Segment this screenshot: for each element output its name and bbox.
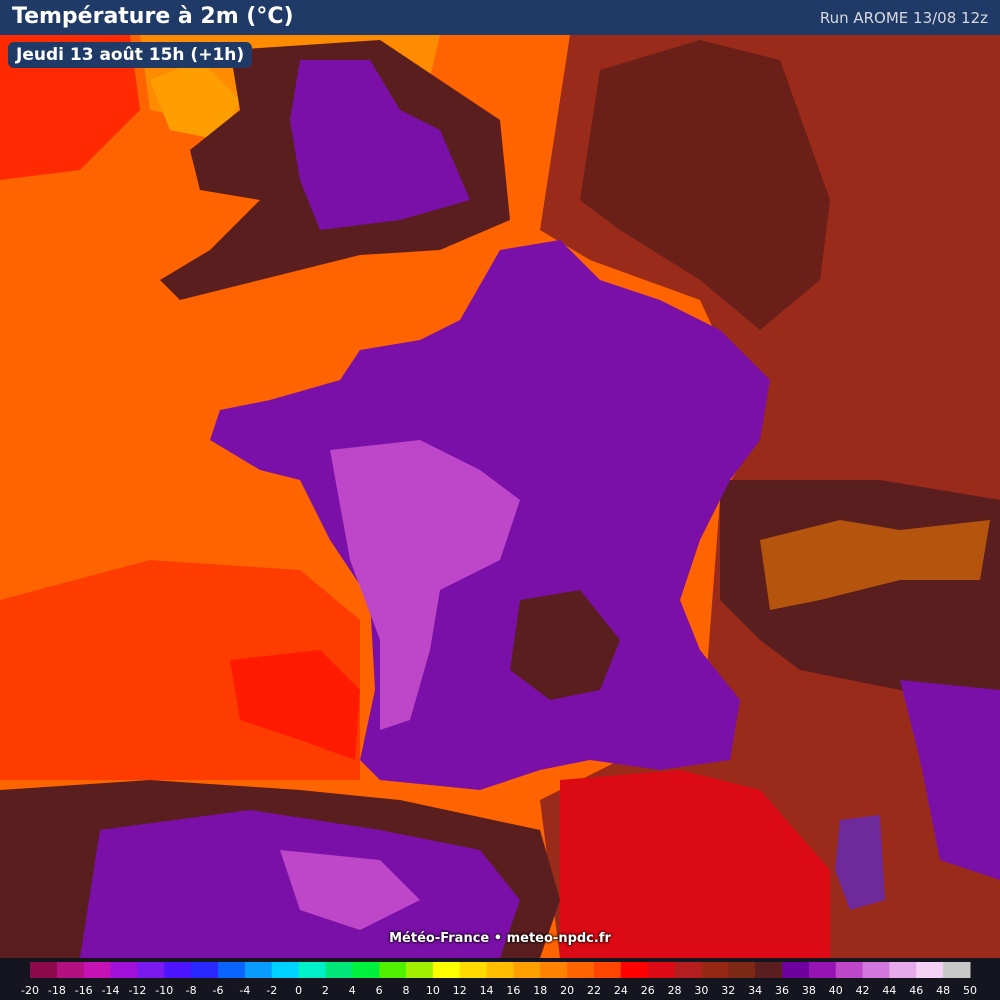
scale-label: -16: [75, 984, 93, 997]
color-swatch: [137, 962, 165, 978]
scale-label: 44: [882, 984, 896, 997]
color-swatch: [191, 962, 219, 978]
color-scale: -20 -18 -16 -14 -12 -10 -8 -6 -4 -2 0 2 4 6 8 10 12 14 16 1…: [21, 962, 977, 997]
color-swatch: [406, 962, 434, 978]
scale-label: -20: [21, 984, 39, 997]
color-swatch: [782, 962, 810, 978]
scale-label: -10: [155, 984, 173, 997]
scale-label: 14: [480, 984, 494, 997]
scale-label: 16: [506, 984, 520, 997]
color-swatch: [325, 962, 353, 978]
scale-label: 4: [349, 984, 356, 997]
color-swatch: [218, 962, 246, 978]
scale-label: 12: [453, 984, 467, 997]
color-swatch: [943, 962, 971, 978]
sea-warm: [150, 60, 240, 140]
britain-hot: [290, 60, 470, 230]
credit: Météo-France • meteo-npdc.fr: [389, 931, 611, 946]
scale-label: 0: [295, 984, 302, 997]
date-label: Jeudi 13 août 15h (+1h): [8, 42, 253, 68]
color-swatch: [110, 962, 138, 978]
color-swatch: [540, 962, 568, 978]
scale-label: -14: [102, 984, 120, 997]
color-swatch: [808, 962, 837, 978]
alps-peaks: [760, 520, 990, 610]
color-swatch: [674, 962, 702, 978]
scale-label: -2: [266, 984, 277, 997]
scale-label: 18: [533, 984, 547, 997]
color-swatch: [755, 962, 783, 978]
color-swatch: [513, 962, 541, 978]
sea-hot: [0, 35, 140, 180]
color-swatch: [728, 962, 756, 978]
color-swatch: [352, 962, 380, 978]
scale-label: 8: [403, 984, 410, 997]
iberia-hottest: [280, 850, 420, 930]
scale-label: 42: [856, 984, 870, 997]
scale-label: -18: [48, 984, 66, 997]
scale-label: 10: [426, 984, 440, 997]
scale-label: -6: [213, 984, 224, 997]
scale-label: 6: [376, 984, 383, 997]
color-swatch: [459, 962, 488, 978]
sea-hot: [230, 650, 360, 760]
scale-label: 48: [936, 984, 950, 997]
scale-label: 40: [829, 984, 843, 997]
color-swatch: [889, 962, 917, 978]
color-swatch: [164, 962, 192, 978]
scale-label: 28: [668, 984, 682, 997]
color-swatch: [916, 962, 944, 978]
color-swatch: [379, 962, 407, 978]
color-swatch: [567, 962, 595, 978]
scale-label: 36: [775, 984, 789, 997]
scale-label: -4: [239, 984, 250, 997]
legend-bar: -20 -18 -16 -14 -12 -10 -8 -6 -4 -2 0 2 4 6 8 10 12 14 16 1…: [0, 958, 1000, 1000]
color-swatch: [647, 962, 676, 978]
color-swatch: [620, 962, 649, 978]
scale-label: 50: [963, 984, 977, 997]
italy: [900, 680, 1000, 880]
color-swatch: [862, 962, 890, 978]
color-swatch: [298, 962, 326, 978]
color-swatch: [835, 962, 864, 978]
scale-label: 30: [694, 984, 708, 997]
color-swatch: [30, 962, 58, 978]
color-swatch: [701, 962, 729, 978]
color-swatch: [432, 962, 461, 978]
color-swatch: [83, 962, 112, 978]
scale-label: 46: [909, 984, 923, 997]
color-swatch: [56, 962, 85, 978]
scale-label: 34: [748, 984, 762, 997]
temperature-map: [0, 0, 1000, 958]
color-swatch: [486, 962, 514, 978]
header-bar: [0, 0, 1000, 35]
sea-med: [560, 770, 830, 958]
color-swatch: [594, 962, 622, 978]
france-hottest: [330, 440, 520, 730]
map-title: Température à 2m (°C): [12, 4, 294, 29]
scale-label: 24: [614, 984, 628, 997]
scale-label: 26: [641, 984, 655, 997]
land-dark: [580, 40, 830, 330]
scale-label: 22: [587, 984, 601, 997]
corsica: [835, 815, 885, 910]
scale-label: 20: [560, 984, 574, 997]
scale-label: 2: [322, 984, 329, 997]
run-info: Run AROME 13/08 12z: [819, 9, 988, 27]
scale-label: 38: [802, 984, 816, 997]
scale-label: 32: [721, 984, 735, 997]
massif-central: [510, 590, 620, 700]
scale-label: -12: [128, 984, 146, 997]
color-swatch: [271, 962, 300, 978]
color-swatch: [244, 962, 273, 978]
scale-label: -8: [186, 984, 197, 997]
